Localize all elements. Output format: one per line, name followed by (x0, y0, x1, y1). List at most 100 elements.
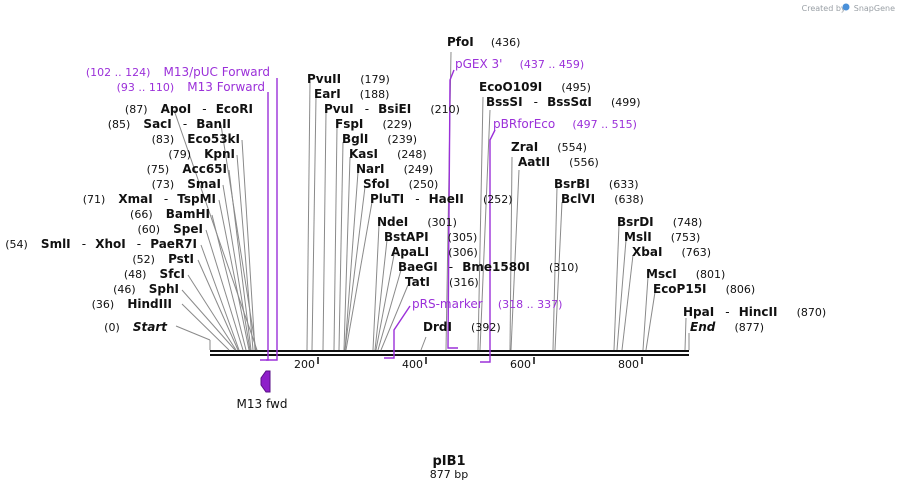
map-length: 877 bp (430, 468, 468, 481)
snapgene-logo-icon (842, 3, 850, 11)
site-hpai[interactable]: HpaI - HincII (870) (683, 301, 826, 320)
site-name: XmaI (118, 192, 152, 206)
primer-prsmarker[interactable]: pRS-marker (318 .. 337) (412, 293, 562, 312)
tick-label: 400 (402, 358, 423, 371)
site-kasi[interactable]: KasI (248) (349, 143, 427, 162)
site-name: HincII (739, 305, 778, 319)
site-msli[interactable]: MslI (753) (624, 226, 700, 245)
site-bsrdi[interactable]: BsrDI (748) (617, 211, 702, 230)
site-pfoi[interactable]: PfoI (436) (447, 31, 520, 50)
site-xbai[interactable]: XbaI (763) (632, 241, 711, 260)
map-title: pIB1 (432, 454, 465, 469)
site-position: (252) (483, 193, 513, 206)
site-tati[interactable]: TatI (316) (405, 271, 479, 290)
site-name: Eco53kI (187, 132, 240, 146)
site-position: (877) (734, 321, 764, 334)
site-name: TspMI (177, 192, 216, 206)
site-bamhi[interactable]: (66) BamHI (130, 203, 210, 222)
site-sfci[interactable]: (48) SfcI (124, 263, 185, 282)
site-fspi[interactable]: FspI (229) (335, 113, 412, 132)
scale-ticks: 200 400 600 800 (294, 357, 643, 371)
site-position: (250) (409, 178, 439, 191)
site-name: BamHI (166, 207, 210, 221)
site-eari[interactable]: EarI (188) (314, 83, 389, 102)
primer-m13fwd[interactable]: (93 .. 110) M13 Forward (117, 76, 265, 95)
primer-pgex3[interactable]: pGEX 3' (437 .. 459) (455, 53, 584, 72)
site-name: MslI (624, 230, 652, 244)
feature-m13fwd[interactable]: M13 fwd (237, 370, 288, 411)
credit-brand: SnapGene (854, 4, 895, 13)
site-position: (499) (611, 96, 641, 109)
site-bsrbi[interactable]: BsrBI (633) (554, 173, 639, 192)
site-name: PstI (168, 252, 194, 266)
site-position: (36) (92, 298, 115, 311)
site-msci[interactable]: MscI (801) (646, 263, 725, 282)
site-baegi[interactable]: BaeGI - Bme1580I (310) (398, 256, 579, 275)
site-aatii[interactable]: AatII (556) (518, 151, 599, 170)
site-position: (556) (569, 156, 599, 169)
site-position: (310) (549, 261, 579, 274)
site-sphi[interactable]: (46) SphI (113, 278, 179, 297)
site-position: (87) (125, 103, 148, 116)
site-bstapi[interactable]: BstAPI (305) (384, 226, 477, 245)
backbone (210, 350, 689, 356)
site-name: HaeII (429, 192, 464, 206)
site-psti[interactable]: (52) PstI (132, 248, 194, 267)
site-end[interactable]: End (877) (690, 316, 764, 335)
site-name: Start (133, 320, 168, 334)
site-name: FspI (335, 117, 363, 131)
tick-label: 800 (618, 358, 639, 371)
site-position: (71) (83, 193, 106, 206)
site-sfoi[interactable]: SfoI (250) (363, 173, 438, 192)
primer-pbrforeco[interactable]: pBRforEco (497 .. 515) (493, 113, 637, 132)
site-kpni[interactable]: (79) KpnI (168, 143, 235, 162)
primer-position: (497 .. 515) (572, 118, 637, 131)
site-smai[interactable]: (73) SmaI (152, 173, 221, 192)
site-pvuii[interactable]: PvuII (179) (307, 68, 390, 87)
site-name: BssSI (486, 95, 523, 109)
site-name: NarI (356, 162, 385, 176)
site-eco0109i[interactable]: EcoO109I (495) (479, 76, 591, 95)
site-position: (316) (449, 276, 479, 289)
site-name: ApaLI (391, 245, 429, 259)
feature-label: M13 fwd (237, 397, 288, 411)
site-smli[interactable]: (54) SmlI - XhoI - PaeR7I (5, 233, 197, 252)
site-position: (73) (152, 178, 175, 191)
site-name: BsrBI (554, 177, 590, 191)
site-position: (801) (696, 268, 726, 281)
site-bclvi[interactable]: BclVI (638) (561, 188, 644, 207)
site-name: MscI (646, 267, 677, 281)
site-name: SmaI (187, 177, 221, 191)
site-ndei[interactable]: NdeI (301) (377, 211, 457, 230)
site-name: BstAPI (384, 230, 429, 244)
site-position: (495) (561, 81, 591, 94)
site-bgli[interactable]: BglI (239) (342, 128, 417, 147)
site-name: KpnI (204, 147, 235, 161)
primer-name: pRS-marker (412, 297, 483, 311)
site-eco53ki[interactable]: (83) Eco53kI (152, 128, 240, 147)
site-xmai[interactable]: (71) XmaI - TspMI (83, 188, 216, 207)
site-pvui[interactable]: PvuI - BsiEI (210) (324, 98, 460, 117)
site-position: (60) (137, 223, 160, 236)
site-saci[interactable]: (85) SacI - BanII (108, 113, 231, 132)
site-ecop15i[interactable]: EcoP15I (806) (653, 278, 755, 297)
site-pluti[interactable]: PluTI - HaeII (252) (370, 188, 513, 207)
site-name: XbaI (632, 245, 662, 259)
credit: Created by SnapGene (802, 0, 895, 15)
primer-position: (437 .. 459) (520, 58, 585, 71)
site-zrai[interactable]: ZraI (554) (511, 136, 587, 155)
site-name: BaeGI (398, 260, 438, 274)
primer-m13puc[interactable]: (102 .. 124) M13/pUC Forward (86, 61, 270, 80)
site-start[interactable]: (0) Start (104, 316, 168, 335)
site-drdi[interactable]: DrdI (392) (423, 316, 501, 335)
site-bsssi[interactable]: BssSI - BssSαI (499) (486, 91, 641, 110)
site-nari[interactable]: NarI (249) (356, 158, 433, 177)
site-position: (301) (427, 216, 457, 229)
site-name: PvuII (307, 72, 341, 86)
site-hindiii[interactable]: (36) HindIII (92, 293, 172, 312)
site-acc65i[interactable]: (75) Acc65I (147, 158, 227, 177)
site-apali[interactable]: ApaLI (306) (391, 241, 478, 260)
site-apoi[interactable]: (87) ApoI - EcoRI (125, 98, 253, 117)
site-name: SphI (149, 282, 179, 296)
site-spei[interactable]: (60) SpeI (137, 218, 203, 237)
